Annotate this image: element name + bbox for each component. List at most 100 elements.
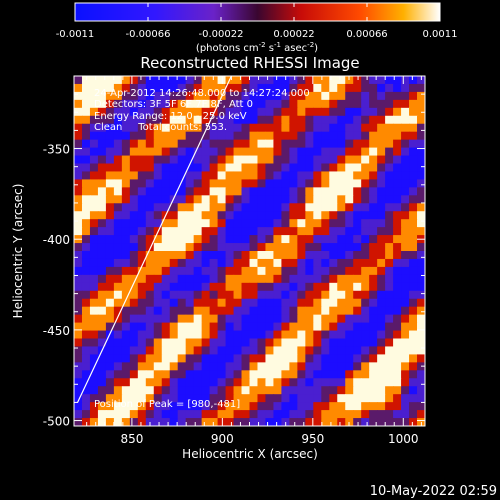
heatmap-cell [177,402,187,411]
heatmap-cell [337,107,346,117]
heatmap-cell [217,123,227,133]
heatmap-cell [377,131,386,141]
heatmap-cell [305,179,314,188]
heatmap-cell [209,227,219,236]
heatmap-cell [417,298,425,308]
heatmap-cell [337,211,346,220]
heatmap-cell [337,99,346,109]
heatmap-cell [153,258,163,268]
heatmap-cell [321,330,330,340]
heatmap-cell [249,314,259,324]
heatmap-cell [265,163,275,173]
heatmap-cell [273,258,283,268]
heatmap-cell [417,251,425,260]
heatmap-cell [169,91,179,101]
heatmap-cell [193,115,203,125]
heatmap-cell [361,83,370,93]
heatmap-cell [209,243,219,252]
heatmap-cell [121,298,131,308]
heatmap-cell [345,83,354,93]
heatmap-cell [377,155,386,165]
heatmap-cell [225,251,235,260]
heatmap-cell [81,155,91,165]
heatmap-cell [89,219,99,228]
heatmap-cell [393,99,402,109]
heatmap-cell [201,258,211,268]
heatmap-cell [321,346,330,355]
heatmap-cell [201,139,211,149]
heatmap-cell [385,131,394,141]
heatmap-cell [74,155,83,165]
heatmap-cell [217,386,227,395]
heatmap-cell [169,147,179,157]
heatmap-cell [153,298,163,308]
heatmap-cell [297,107,306,117]
heatmap-cell [161,298,171,308]
heatmap-cell [353,306,362,316]
heatmap-cell [121,219,131,228]
heatmap-cell [393,330,402,340]
heatmap-cell [329,235,338,244]
heatmap-cell [129,187,139,196]
heatmap-cell [361,410,370,419]
heatmap-cell [417,76,425,85]
heatmap-cell [89,330,99,340]
heatmap-cell [273,298,283,308]
heatmap-cell [393,386,402,395]
heatmap-cell [369,386,378,395]
heatmap-cell [161,187,171,196]
heatmap-cell [313,266,322,276]
heatmap-cell [177,258,187,268]
heatmap-cell [201,147,211,157]
heatmap-cell [81,298,91,308]
heatmap-cell [361,386,370,395]
heatmap-cell [417,211,425,220]
heatmap-cell [113,203,123,212]
heatmap-cell [417,266,425,276]
heatmap-cell [281,402,290,411]
heatmap-cell [401,155,410,165]
heatmap-cell [265,346,275,355]
heatmap-cell [369,211,378,220]
heatmap-cell [257,330,267,340]
heatmap-cell [217,378,227,387]
heatmap-cell [409,235,418,244]
heatmap-cell [169,290,179,300]
heatmap-cell [281,179,290,188]
heatmap-cell [257,314,267,324]
heatmap-cell [361,394,370,403]
heatmap-cell [193,219,203,228]
heatmap-cell [417,330,425,340]
heatmap-cell [313,219,322,228]
heatmap-cell [385,290,394,300]
heatmap-cell [137,243,147,252]
heatmap-cell [401,139,410,149]
heatmap-cell [337,179,346,188]
heatmap-cell [305,266,314,276]
heatmap-cell [161,394,171,403]
heatmap-cell [289,346,298,355]
heatmap-cell [201,163,211,173]
heatmap-cell [385,91,394,101]
heatmap-cell [417,370,425,379]
heatmap-cell [97,139,107,149]
heatmap-cell [209,266,219,276]
heatmap-cell [185,402,195,411]
heatmap-cell [81,171,91,180]
heatmap-cell [145,298,155,308]
heatmap-cell [81,251,91,260]
heatmap-cell [297,171,306,180]
heatmap-cell [361,362,370,371]
heatmap-cell [153,195,163,204]
heatmap-cell [121,243,131,252]
heatmap-cell [201,378,211,387]
heatmap-cell [169,179,179,188]
heatmap-cell [97,91,107,101]
heatmap-cell [313,370,322,379]
heatmap-cell [353,402,362,411]
heatmap-cell [97,107,107,117]
heatmap-cell [297,139,306,149]
heatmap-cell [369,76,378,85]
heatmap-cell [137,139,147,149]
heatmap-cell [249,131,259,141]
